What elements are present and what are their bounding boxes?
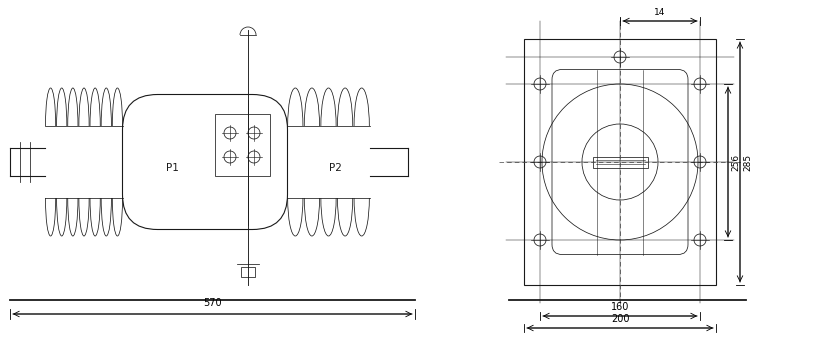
Text: 14: 14 — [654, 8, 666, 17]
Text: 256: 256 — [731, 154, 740, 171]
Text: 200: 200 — [611, 314, 629, 324]
Bar — [241, 267, 255, 277]
Text: P2: P2 — [328, 163, 341, 173]
Bar — [215, 114, 269, 176]
Bar — [593, 157, 647, 168]
Text: 570: 570 — [203, 298, 222, 308]
Bar — [524, 39, 716, 285]
Text: 160: 160 — [611, 302, 629, 312]
Text: P1: P1 — [166, 163, 178, 173]
Text: 285: 285 — [743, 154, 752, 171]
